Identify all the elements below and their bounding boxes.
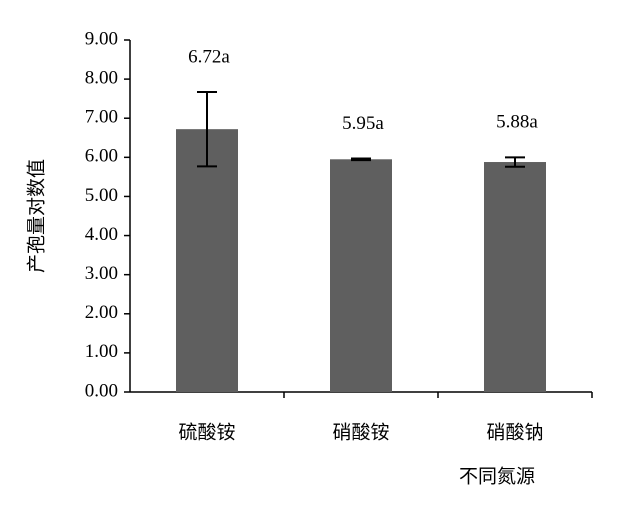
bar — [176, 129, 238, 392]
data-label: 5.88a — [496, 112, 538, 133]
x-tick-label: 硝酸铵 — [332, 421, 389, 443]
y-tick-label: 3.00 — [85, 263, 118, 284]
x-axis-label: 不同氮源 — [459, 465, 535, 487]
y-tick-label: 1.00 — [85, 341, 118, 362]
y-tick-label: 8.00 — [85, 67, 118, 88]
y-tick-label: 9.00 — [85, 28, 118, 49]
y-tick-label: 0.00 — [85, 380, 118, 401]
y-tick-label: 5.00 — [85, 185, 118, 206]
bar — [484, 162, 546, 392]
y-tick-label: 2.00 — [85, 302, 118, 323]
data-label: 6.72a — [188, 46, 230, 67]
y-axis-label: 产孢量对数值 — [25, 159, 47, 273]
y-tick-label: 6.00 — [85, 146, 118, 167]
x-tick-label: 硫酸铵 — [178, 421, 235, 443]
x-tick-label: 硝酸钠 — [486, 421, 543, 443]
y-tick-label: 7.00 — [85, 107, 118, 128]
data-label: 5.95a — [342, 113, 384, 134]
y-tick-label: 4.00 — [85, 224, 118, 245]
bar — [330, 159, 392, 392]
